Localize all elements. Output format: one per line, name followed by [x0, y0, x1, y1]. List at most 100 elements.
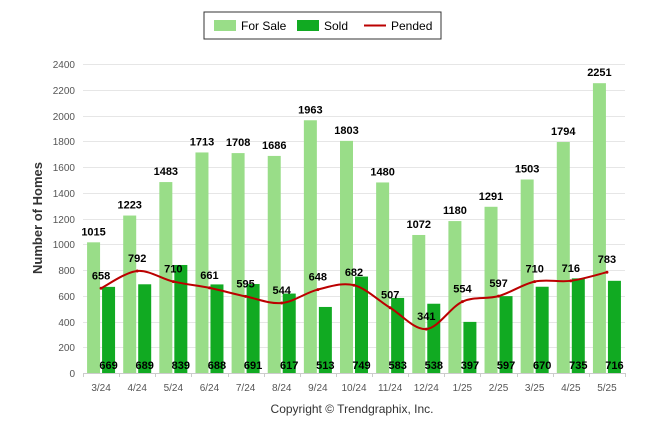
x-tick-label: 1/25	[453, 383, 473, 394]
bar-for-sale[interactable]	[412, 234, 426, 373]
legend-swatch-for-sale	[214, 20, 236, 31]
bar-sold[interactable]	[318, 306, 332, 373]
x-tick-label: 5/24	[164, 383, 184, 394]
pended-point	[99, 286, 103, 290]
legend-frame	[203, 11, 442, 40]
data-label-pended: 716	[562, 263, 580, 275]
y-tick-label: 0	[69, 369, 75, 380]
data-label-for-sale: 1180	[443, 205, 467, 217]
y-tick-label: 400	[58, 318, 75, 329]
bar-sold[interactable]	[174, 264, 188, 373]
pended-point	[207, 286, 211, 290]
data-label-for-sale: 1686	[262, 140, 286, 152]
data-label-pended: 682	[345, 267, 363, 279]
x-tick-label: 3/24	[91, 383, 111, 394]
bar-for-sale[interactable]	[231, 153, 245, 373]
bar-for-sale[interactable]	[340, 140, 353, 373]
data-label-pended: 783	[598, 254, 616, 266]
data-label-for-sale: 1803	[334, 125, 358, 137]
data-label-sold: 689	[136, 360, 154, 372]
bar-sold[interactable]	[282, 293, 296, 373]
data-label-pended: 661	[200, 270, 218, 282]
data-label-pended: 792	[128, 253, 146, 265]
data-label-sold: 597	[497, 360, 515, 372]
data-label-sold: 735	[569, 360, 587, 372]
bar-sold[interactable]	[535, 286, 549, 373]
y-axis-label: Number of Homes	[30, 162, 45, 274]
bar-for-sale[interactable]	[520, 179, 534, 373]
data-label-sold: 670	[533, 360, 551, 372]
bar-for-sale[interactable]	[484, 206, 498, 373]
bar-sold[interactable]	[138, 284, 152, 373]
bar-sold[interactable]	[246, 284, 260, 373]
legend-label-sold: Sold	[324, 19, 348, 33]
data-label-sold: 583	[388, 360, 406, 372]
pended-point	[497, 294, 501, 298]
x-tick-label: 6/24	[200, 383, 220, 394]
bar-for-sale[interactable]	[556, 142, 570, 373]
data-label-for-sale: 1483	[154, 166, 178, 178]
bar-for-sale[interactable]	[376, 182, 390, 373]
data-label-sold: 538	[425, 360, 443, 372]
pended-point	[388, 306, 392, 310]
bar-for-sale[interactable]	[87, 242, 101, 373]
bar-for-sale[interactable]	[195, 152, 209, 373]
data-label-for-sale: 1713	[190, 136, 214, 148]
pended-point	[135, 269, 139, 273]
x-tick-label: 7/24	[236, 383, 256, 394]
legend-label-for-sale: For Sale	[241, 19, 287, 33]
y-tick-label: 600	[58, 292, 75, 303]
data-label-for-sale: 1708	[226, 137, 250, 149]
pended-point	[605, 270, 609, 274]
bar-sold[interactable]	[499, 296, 513, 373]
data-label-pended: 710	[525, 264, 543, 276]
bar-for-sale[interactable]	[303, 120, 317, 373]
y-tick-label: 200	[58, 343, 75, 354]
bar-sold[interactable]	[607, 280, 621, 373]
pended-point	[244, 294, 248, 298]
data-label-for-sale: 2251	[587, 67, 611, 79]
y-tick-label: 2200	[53, 86, 76, 97]
y-axis: 0 200 400 600 800 1000 1200 1400 1600 1800 2000 220…	[53, 60, 76, 380]
data-label-pended: 597	[489, 278, 507, 290]
x-tick-label: 12/24	[414, 383, 439, 394]
x-tick-label: 3/25	[525, 383, 545, 394]
bar-for-sale[interactable]	[592, 83, 606, 373]
data-label-sold: 716	[605, 360, 623, 372]
x-axis: 3/24 4/24 5/24 6/24 7/24 8/24 9/24 10/24 11/24 12…	[83, 373, 626, 394]
bar-sold[interactable]	[463, 321, 477, 373]
data-label-for-sale: 1072	[407, 219, 431, 231]
data-label-pended: 544	[273, 285, 292, 297]
bar-sold[interactable]	[571, 278, 585, 373]
bar-for-sale[interactable]	[123, 215, 137, 373]
data-label-for-sale: 1015	[81, 226, 105, 238]
bar-for-sale[interactable]	[159, 182, 173, 373]
data-label-pended: 710	[164, 264, 182, 276]
y-tick-label: 800	[58, 266, 75, 277]
data-label-pended: 648	[309, 272, 327, 284]
data-label-pended: 658	[92, 270, 110, 282]
legend[interactable]: For Sale Sold Pended	[203, 11, 442, 40]
bar-for-sale[interactable]	[267, 155, 281, 373]
data-label-pended: 554	[453, 284, 472, 296]
bar-sold[interactable]	[102, 286, 116, 373]
pended-point	[316, 288, 320, 292]
y-tick-label: 1000	[53, 240, 76, 251]
y-tick-label: 2400	[53, 60, 76, 71]
x-tick-label: 4/24	[127, 383, 147, 394]
bar-sold[interactable]	[427, 303, 441, 373]
bar-for-sale[interactable]	[448, 221, 462, 373]
y-tick-label: 1200	[53, 215, 76, 226]
y-tick-label: 1800	[53, 137, 76, 148]
x-tick-label: 9/24	[308, 383, 328, 394]
data-label-pended: 595	[236, 278, 254, 290]
data-label-sold: 839	[172, 360, 190, 372]
bar-sold[interactable]	[355, 276, 368, 373]
data-label-sold: 749	[352, 360, 370, 372]
bar-sold[interactable]	[210, 284, 224, 373]
data-label-sold: 691	[244, 360, 262, 372]
data-label-for-sale: 1223	[117, 200, 141, 212]
data-label-sold: 397	[461, 360, 479, 372]
data-label-pended: 341	[417, 311, 435, 323]
